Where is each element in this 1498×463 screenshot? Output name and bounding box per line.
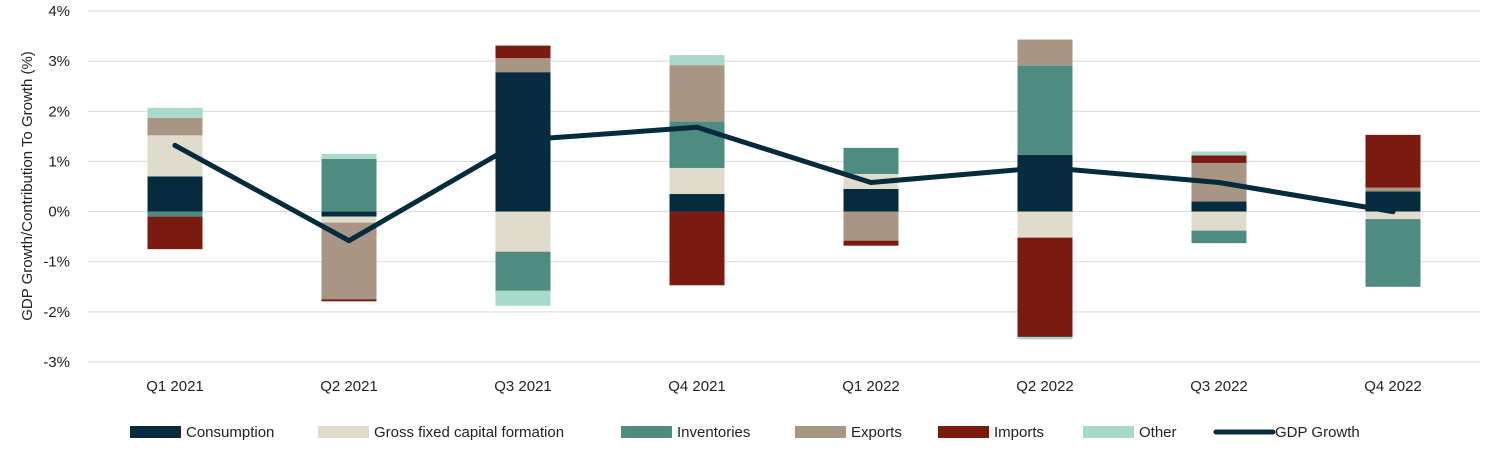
bar-segment-imports xyxy=(147,216,203,250)
bar-segment-imports xyxy=(321,299,377,302)
bar-segment-consumption xyxy=(147,176,203,212)
legend: Consumption Gross fixed capital formation… xyxy=(130,424,1360,441)
y-tick-label: -2% xyxy=(43,304,70,321)
bar-segment-other xyxy=(321,153,377,159)
bar-segment-inventories xyxy=(1191,230,1247,244)
legend-label-other: Other xyxy=(1139,424,1177,441)
legend-swatch-consumption xyxy=(130,426,181,438)
bar-segment-consumption xyxy=(321,211,377,217)
bar-segment-inventories xyxy=(1017,65,1073,155)
x-axis-ticks: Q1 2021 Q2 2021 Q3 2021 Q4 2021 Q1 2022 Q2 20… xyxy=(146,378,1422,395)
x-tick-label: Q2 2021 xyxy=(320,378,378,395)
bar-segment-inventories xyxy=(1365,219,1421,287)
bar-segment-gross-fixed-capital-formation xyxy=(495,211,551,252)
x-tick-label: Q3 2021 xyxy=(494,378,552,395)
legend-label-exports: Exports xyxy=(851,424,902,441)
legend-swatch-imports xyxy=(938,426,989,438)
bar-segment-imports xyxy=(1365,134,1421,188)
bar-segment-imports xyxy=(669,211,725,286)
gdp-growth-point xyxy=(868,179,874,185)
bar-segment-consumption xyxy=(843,189,899,212)
legend-swatch-inventories xyxy=(621,426,672,438)
legend-label-gdp-growth: GDP Growth xyxy=(1275,424,1360,441)
y-axis-label: GDP Growth/Contribution To Growth (%) xyxy=(19,51,36,321)
y-tick-label: 4% xyxy=(48,3,70,20)
y-tick-label: 2% xyxy=(48,103,70,120)
gdp-growth-point xyxy=(1216,179,1222,185)
bar-segment-imports xyxy=(843,240,899,246)
bar-segment-inventories xyxy=(495,251,551,291)
bar-segment-other xyxy=(1191,151,1247,156)
bar-segment-gross-fixed-capital-formation xyxy=(669,167,725,195)
y-tick-label: -3% xyxy=(43,354,70,371)
gdp-growth-line xyxy=(172,124,1396,244)
legend-swatch-gross-fixed-capital-formation xyxy=(318,426,369,438)
gdp-growth-point xyxy=(346,238,352,244)
bar-segment-consumption xyxy=(1191,201,1247,212)
legend-label-inventories: Inventories xyxy=(677,424,750,441)
y-tick-label: 3% xyxy=(48,53,70,70)
bar-segment-gross-fixed-capital-formation xyxy=(1017,211,1073,238)
bar-segment-imports xyxy=(1191,155,1247,163)
legend-label-consumption: Consumption xyxy=(186,424,274,441)
y-tick-label: 0% xyxy=(48,204,70,221)
bar-segment-gross-fixed-capital-formation xyxy=(1191,211,1247,231)
bar-segment-gross-fixed-capital-formation xyxy=(1365,211,1421,220)
bar-segment-exports xyxy=(147,117,203,136)
bar-segment-other xyxy=(669,55,725,66)
bar-segment-consumption xyxy=(669,194,725,212)
gdp-growth-line-group xyxy=(172,124,1396,244)
gdp-growth-point xyxy=(694,124,700,130)
gdp-growth-point xyxy=(172,142,178,148)
bar-segment-exports xyxy=(669,65,725,122)
legend-swatch-other xyxy=(1083,426,1134,438)
bar-segment-consumption xyxy=(1365,191,1421,212)
bar-segment-imports xyxy=(495,45,551,59)
x-tick-label: Q3 2022 xyxy=(1190,378,1248,395)
y-tick-label: -1% xyxy=(43,254,70,271)
bar-segment-exports xyxy=(495,58,551,73)
gdp-growth-point xyxy=(1390,209,1396,215)
bar-segment-inventories xyxy=(843,147,899,174)
bar-segment-imports xyxy=(1017,237,1073,337)
y-tick-label: 1% xyxy=(48,153,70,170)
gdp-growth-point xyxy=(1042,164,1048,170)
legend-swatch-exports xyxy=(795,426,846,438)
bar-segment-exports xyxy=(321,222,377,300)
bar-segment-inventories xyxy=(147,211,203,217)
bar-segment-gross-fixed-capital-formation xyxy=(321,216,377,223)
bar-segment-exports xyxy=(1365,187,1421,192)
bar-segment-other xyxy=(495,290,551,306)
legend-label-imports: Imports xyxy=(994,424,1044,441)
x-tick-label: Q4 2021 xyxy=(668,378,726,395)
gridlines xyxy=(88,10,1480,363)
bar-segment-other xyxy=(1017,336,1073,340)
bar-segment-consumption xyxy=(1017,154,1073,212)
x-tick-label: Q1 2022 xyxy=(842,378,900,395)
y-axis-ticks: -3% -2% -1% 0% 1% 2% 3% 4% xyxy=(43,3,70,371)
x-tick-label: Q4 2022 xyxy=(1364,378,1422,395)
stacked-bars xyxy=(147,39,1421,340)
legend-label-gross-fixed-capital-formation: Gross fixed capital formation xyxy=(374,424,564,441)
x-tick-label: Q2 2022 xyxy=(1016,378,1074,395)
bar-segment-exports xyxy=(843,211,899,241)
bar-segment-inventories xyxy=(321,158,377,212)
bar-segment-exports xyxy=(1017,39,1073,66)
bar-segment-other xyxy=(147,107,203,118)
x-tick-label: Q1 2021 xyxy=(146,378,204,395)
gdp-growth-point xyxy=(520,137,526,143)
